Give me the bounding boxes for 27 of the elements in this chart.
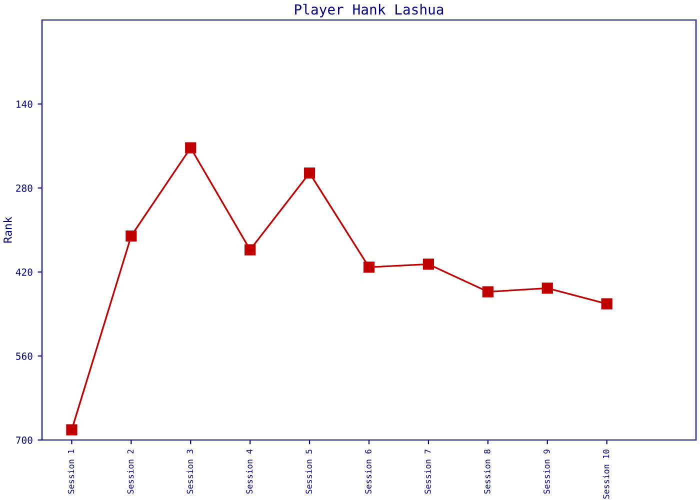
y-tick-label: 280 [16, 184, 32, 192]
y-tick-label: 140 [16, 100, 32, 108]
x-tick-label: Session 2 [127, 450, 134, 494]
point [126, 230, 137, 242]
point [601, 298, 612, 310]
x-tick-label: Session 8 [484, 450, 490, 494]
point [244, 244, 256, 256]
point [422, 258, 434, 270]
point [66, 424, 78, 436]
y-axis-title: Rank [3, 216, 12, 243]
point [363, 262, 375, 273]
y-tick-label: 420 [16, 268, 32, 276]
y-tick-label: 560 [16, 352, 32, 360]
x-tick-label: Session 1 [68, 450, 74, 494]
chart-title: Player Hank Lashua [295, 4, 444, 18]
x-tick-label: Session 10 [602, 450, 610, 499]
point [185, 142, 196, 154]
x-tick-label: Session 5 [306, 450, 312, 494]
point [304, 167, 316, 179]
x-tick-label: Session 4 [246, 449, 253, 494]
x-tick-label: Session 3 [186, 450, 194, 494]
x-tick-label: Session 9 [543, 450, 550, 494]
x-tick-label: Session 7 [424, 450, 431, 494]
y-tick-label: 700 [16, 436, 32, 444]
point [482, 286, 494, 298]
x-tick-label: Session 6 [364, 450, 372, 494]
point [542, 282, 553, 294]
